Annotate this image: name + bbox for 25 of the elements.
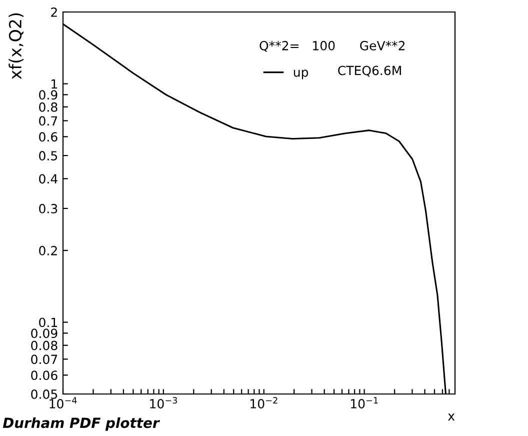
annotation: CTEQ6.6M (338, 66, 401, 77)
y-tick-label: 0.09 (31, 328, 58, 338)
y-tick-label: 0.06 (31, 370, 58, 380)
y-tick-label: 0.9 (39, 90, 58, 100)
x-axis-title: x (448, 414, 455, 420)
y-tick-label: 0.3 (39, 204, 58, 214)
y-tick-label: 0.4 (39, 174, 58, 184)
y-tick-label: 0.8 (39, 102, 58, 112)
x-tick-label: 10$^{−3}$ (150, 396, 177, 408)
y-tick-label: 0.1 (39, 318, 57, 328)
text: Durham PDF plotter (2, 417, 160, 431)
y-tick-label: 0.2 (39, 246, 57, 256)
y-tick-label: 1 (52, 79, 57, 89)
y-tick-label: 0.7 (39, 116, 58, 126)
x-tick-label: 10$^{−2}$ (250, 396, 278, 408)
y-tick-label: 2 (51, 7, 57, 17)
y-tick-label: 0.05 (31, 389, 58, 399)
y-tick-label: 0.5 (39, 151, 58, 160)
y-axis-title: xf(x,Q2) (8, 13, 24, 80)
legend-label: up (294, 70, 308, 80)
y-tick-label: 0.07 (31, 354, 58, 364)
y-tick-label: 0.6 (39, 132, 58, 142)
annotation: Q**2= 100 GeV**2 (260, 40, 405, 52)
x-tick-label: 10$^{−1}$ (350, 397, 378, 408)
y-tick-label: 0.08 (31, 340, 58, 350)
